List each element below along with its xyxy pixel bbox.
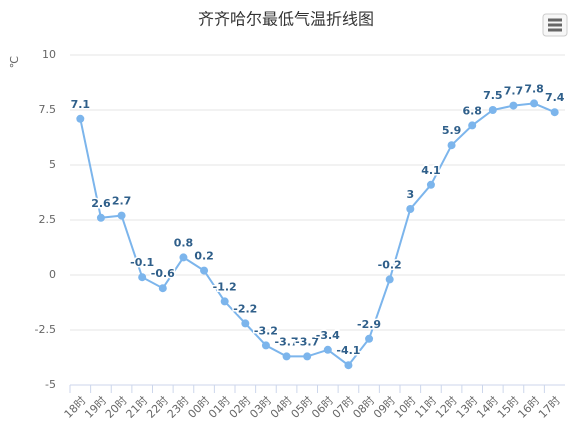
point — [261, 341, 270, 350]
x-tick-label: 09时 — [371, 394, 398, 421]
data-label: -0.6 — [151, 267, 175, 280]
y-tick-label: 0 — [49, 268, 56, 281]
x-tick-label: 20时 — [103, 394, 130, 421]
point — [468, 121, 477, 130]
data-label: 6.8 — [462, 104, 482, 117]
y-tick-label: -5 — [45, 378, 56, 391]
point — [200, 266, 209, 275]
data-label: 2.6 — [91, 197, 111, 210]
x-tick-label: 03时 — [247, 394, 274, 421]
point — [158, 284, 167, 293]
data-label: 0.2 — [194, 250, 214, 263]
x-tick-label: 05时 — [289, 394, 316, 421]
x-tick-label: 21时 — [124, 394, 151, 421]
point — [344, 361, 353, 370]
data-label: 0.8 — [174, 236, 194, 249]
data-label: -4.1 — [336, 344, 360, 357]
data-label: -3.4 — [316, 329, 340, 342]
x-tick-label: 00时 — [185, 394, 212, 421]
point — [488, 106, 497, 114]
x-tick-label: 08时 — [350, 394, 377, 421]
data-label: 7.7 — [504, 85, 524, 98]
point — [282, 352, 291, 361]
point — [509, 101, 518, 110]
x-tick-label: 01时 — [206, 394, 233, 421]
x-tick-label: 11时 — [412, 394, 439, 421]
x-tick-label: 07时 — [330, 394, 357, 421]
point — [76, 114, 85, 123]
point — [550, 108, 559, 117]
data-label: -3.7 — [295, 335, 319, 348]
y-tick-label: -2.5 — [35, 323, 56, 336]
data-label: -2.2 — [233, 302, 257, 315]
y-tick-label: 2.5 — [39, 213, 57, 226]
data-label: 2.7 — [112, 195, 132, 208]
data-label: -0.2 — [378, 258, 402, 271]
point — [241, 319, 250, 328]
data-label: -3.7 — [275, 335, 299, 348]
point — [323, 345, 332, 354]
x-tick-label: 04时 — [268, 394, 295, 421]
menu-button[interactable] — [542, 13, 568, 37]
data-label: 7.1 — [71, 98, 91, 111]
point — [385, 275, 394, 284]
point — [447, 141, 456, 150]
x-tick-label: 16时 — [515, 394, 542, 421]
data-label: 7.5 — [483, 89, 503, 102]
chart-title: 齐齐哈尔最低气温折线图 — [198, 10, 374, 29]
x-tick-label: 22时 — [144, 394, 171, 421]
point — [426, 180, 435, 189]
data-label: 3 — [406, 188, 414, 201]
line — [79, 102, 556, 367]
point — [179, 253, 188, 262]
data-label: 4.1 — [421, 164, 441, 177]
x-tick-label: 12时 — [433, 394, 460, 421]
point — [138, 273, 147, 282]
x-tick-label: 17时 — [536, 394, 563, 421]
data-label: 5.9 — [442, 124, 462, 137]
point — [406, 205, 415, 213]
x-tick-label: 14时 — [474, 394, 501, 421]
data-label: -1.2 — [213, 280, 237, 293]
data-label: -0.1 — [130, 256, 154, 269]
data-label: -2.9 — [357, 318, 381, 331]
point — [117, 211, 126, 220]
x-tick-label: 13时 — [454, 394, 481, 421]
data-label: -3.2 — [254, 324, 278, 337]
x-tick-label: 06时 — [309, 394, 336, 421]
point — [303, 352, 312, 361]
y-tick-label: 7.5 — [39, 103, 57, 116]
x-tick-label: 19时 — [82, 394, 109, 421]
data-label: 7.4 — [545, 91, 565, 104]
x-tick-label: 23时 — [165, 394, 192, 421]
x-tick-label: 10时 — [392, 394, 419, 421]
x-tick-label: 02时 — [227, 394, 254, 421]
point — [96, 213, 105, 222]
point — [365, 334, 374, 343]
x-tick-label: 15时 — [495, 394, 522, 421]
data-label: 7.8 — [524, 82, 544, 95]
y-tick-label: 10 — [42, 48, 56, 61]
point — [530, 99, 539, 108]
x-tick-label: 18时 — [62, 394, 89, 421]
y-tick-label: 5 — [49, 158, 56, 171]
y-axis-title: ℃ — [8, 56, 21, 68]
point — [220, 297, 229, 306]
